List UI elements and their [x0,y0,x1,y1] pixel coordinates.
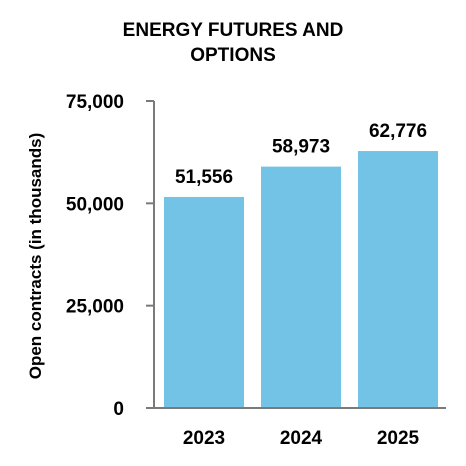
data-label-2024: 58,973 [272,137,330,158]
y-axis-label: Open contracts (in thousands) [26,133,45,380]
bar-2023 [164,196,244,408]
y-tick-label-25000: 25,000 [66,297,124,318]
bars-group [164,151,438,408]
bar-2025 [358,151,438,408]
axes-group [146,100,446,409]
chart-title-line-2: OPTIONS [190,45,276,66]
bar-2024 [261,166,341,408]
chart-title-line-1: ENERGY FUTURES AND [123,20,344,41]
x-tick-label-2023: 2023 [183,428,225,449]
chart-title: ENERGY FUTURES AND OPTIONS [123,20,344,66]
x-tick-label-2024: 2024 [280,428,323,449]
labels-group: 51,556 2023 58,973 2024 62,776 2025 0 25,000 50,… [66,92,427,449]
y-tick-label-50000: 50,000 [66,194,124,215]
y-tick-label-0: 0 [113,399,124,420]
x-tick-label-2025: 2025 [377,428,420,449]
data-label-2023: 51,556 [175,167,233,188]
y-tick-label-75000: 75,000 [66,92,124,113]
data-label-2025: 62,776 [369,121,427,142]
